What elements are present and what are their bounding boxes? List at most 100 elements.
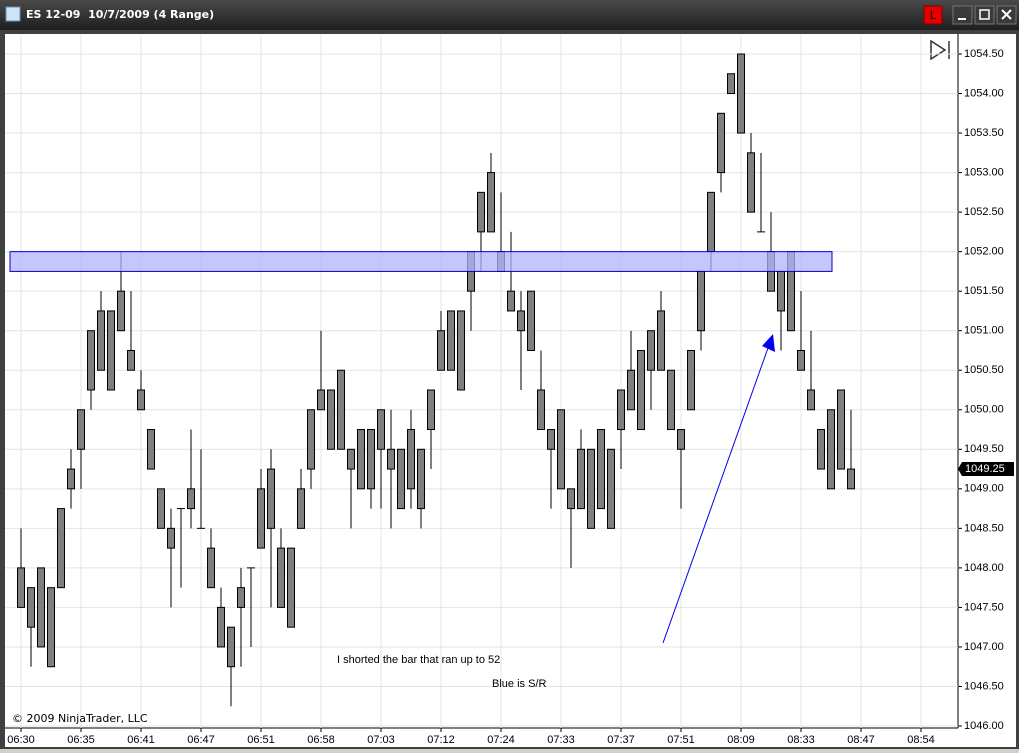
maximize-button[interactable] [974, 5, 995, 25]
candle-body [737, 53, 745, 134]
y-tick-label: 1053.50 [964, 127, 1004, 139]
candle-body [827, 409, 835, 490]
candle-body [517, 310, 525, 332]
candle-body [597, 429, 605, 510]
y-tick-label: 1050.50 [964, 364, 1004, 376]
candle-body [337, 369, 345, 450]
plot: 1049.25 [9, 53, 1014, 707]
window-title: ES 12-09 10/7/2009 (4 Range) [26, 8, 214, 21]
candle-body [407, 429, 415, 490]
maximize-icon [979, 9, 990, 20]
y-tick-label: 1046.50 [964, 680, 1004, 692]
minimize-button[interactable] [952, 5, 973, 25]
x-tick-label: 06:41 [127, 734, 155, 746]
candle-body [617, 389, 625, 431]
candle-body [357, 429, 365, 490]
candle-body [397, 448, 405, 510]
candle-body [747, 152, 755, 213]
candle-body [387, 448, 395, 470]
y-tick-label: 1048.50 [964, 522, 1004, 534]
candle-body [67, 468, 75, 490]
x-tick-label: 07:12 [427, 734, 455, 746]
candle-body [587, 448, 595, 529]
candle-body [637, 349, 645, 431]
candle-body [287, 547, 295, 628]
candle-body [567, 488, 575, 510]
candle-body [237, 587, 245, 608]
candle-body [327, 389, 335, 450]
candle-body [297, 488, 305, 529]
candle-body [47, 587, 55, 668]
candle-body [367, 429, 375, 490]
arrow-head [762, 334, 775, 352]
y-tick-label: 1047.00 [964, 641, 1004, 653]
x-tick-label: 08:47 [847, 734, 875, 746]
candle-body [717, 112, 725, 174]
candle-body [347, 448, 355, 470]
candle-body [507, 290, 515, 312]
candle-body [667, 369, 675, 431]
candle-body [727, 73, 735, 95]
candle-body [437, 330, 445, 371]
x-tick-label: 08:54 [907, 734, 935, 746]
candle-body [527, 290, 535, 351]
candle-body [77, 409, 85, 450]
candle-body [537, 389, 545, 431]
x-tick-label: 08:33 [787, 734, 815, 746]
candle-body [607, 448, 615, 529]
last-price-box [958, 462, 1014, 477]
title-bar [0, 0, 1019, 30]
candle-body [227, 626, 235, 668]
candle-body [777, 270, 785, 312]
candle-body [27, 587, 35, 628]
candle-body [307, 409, 315, 470]
y-tick-label: 1052.00 [964, 246, 1004, 258]
y-tick-label: 1054.50 [964, 48, 1004, 60]
candle-body [547, 429, 555, 450]
candle-body [427, 389, 435, 431]
candle-body [97, 310, 105, 371]
badge[interactable] [923, 5, 943, 25]
candle-body [847, 468, 855, 490]
candle-body [707, 191, 715, 253]
candle-body [687, 349, 695, 411]
x-tick-label: 06:58 [307, 734, 335, 746]
y-tick-label: 1049.50 [964, 443, 1004, 455]
x-tick-label: 08:09 [727, 734, 755, 746]
candle-body [377, 409, 385, 450]
x-tick-label: 06:35 [67, 734, 95, 746]
y-tick-label: 1052.50 [964, 206, 1004, 218]
y-tick-label: 1049.00 [964, 483, 1004, 495]
candle-body [807, 389, 815, 411]
badge-text: L [930, 9, 937, 22]
candle-body [627, 369, 635, 411]
candle-body [277, 547, 285, 608]
candle-body [657, 310, 665, 371]
candle-body [577, 448, 585, 510]
candle-body [317, 389, 325, 411]
annotation: I shorted the bar that ran up to 52 [337, 654, 500, 666]
candle-body [447, 310, 455, 371]
copyright: © 2009 NinjaTrader, LLC [12, 712, 148, 725]
candle-body [697, 270, 705, 332]
candle-body [837, 389, 845, 470]
candle-body [117, 290, 125, 332]
x-tick-label: 07:33 [547, 734, 575, 746]
last-price-label: 1049.25 [965, 463, 1005, 475]
candle-body [207, 547, 215, 589]
y-tick-label: 1051.00 [964, 325, 1004, 337]
candle-body [37, 567, 45, 648]
candle-body [257, 488, 265, 549]
x-tick-label: 07:37 [607, 734, 635, 746]
candle-body [677, 429, 685, 450]
candle-body [817, 429, 825, 470]
arrow-line [662, 347, 769, 644]
x-tick-label: 06:47 [187, 734, 215, 746]
y-tick-label: 1046.00 [964, 720, 1004, 732]
y-tick-label: 1048.00 [964, 562, 1004, 574]
y-tick-label: 1050.00 [964, 404, 1004, 416]
candle-body [647, 330, 655, 371]
candle-body [477, 191, 485, 233]
candle-body [167, 527, 175, 549]
